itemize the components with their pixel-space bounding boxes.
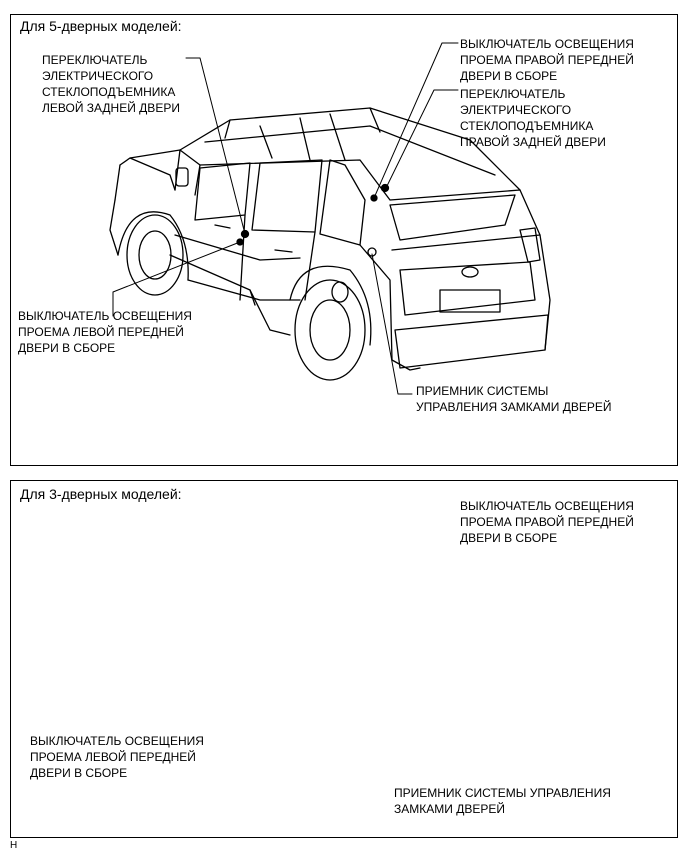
label-rear-left-window-switch: ПЕРЕКЛЮЧАТЕЛЬ ЭЛЕКТРИЧЕСКОГО СТЕКЛОПОДЪЕ… [42,53,180,115]
leader-lines-5-door [112,42,459,395]
panel-title-3-door: Для 3-дверных моделей: [20,486,182,502]
label-front-left-door-switch-3door: ВЫКЛЮЧАТЕЛЬ ОСВЕЩЕНИЯ ПРОЕМА ЛЕВОЙ ПЕРЕД… [30,734,204,780]
label-front-left-door-switch: ВЫКЛЮЧАТЕЛЬ ОСВЕЩЕНИЯ ПРОЕМА ЛЕВОЙ ПЕРЕД… [18,309,192,355]
label-door-lock-receiver-3door: ПРИЕМНИК СИСТЕМЫ УПРАВЛЕНИЯ ЗАМКАМИ ДВЕР… [394,786,611,816]
panel-title-5-door: Для 5-дверных моделей: [20,18,182,34]
panel-3-door [10,480,678,838]
label-door-lock-receiver: ПРИЕМНИК СИСТЕМЫ УПРАВЛЕНИЯ ЗАМКАМИ ДВЕР… [416,384,612,414]
label-front-right-door-switch: ВЫКЛЮЧАТЕЛЬ ОСВЕЩЕНИЯ ПРОЕМА ПРАВОЙ ПЕРЕ… [460,37,634,83]
label-rear-right-window-switch: ПЕРЕКЛЮЧАТЕЛЬ ЭЛЕКТРИЧЕСКОГО СТЕКЛОПОДЪЕ… [460,87,606,149]
vehicle-5-door [109,107,551,381]
figure-code: H [10,840,18,851]
label-front-right-door-switch-3door: ВЫКЛЮЧАТЕЛЬ ОСВЕЩЕНИЯ ПРОЕМА ПРАВОЙ ПЕРЕ… [460,499,634,545]
